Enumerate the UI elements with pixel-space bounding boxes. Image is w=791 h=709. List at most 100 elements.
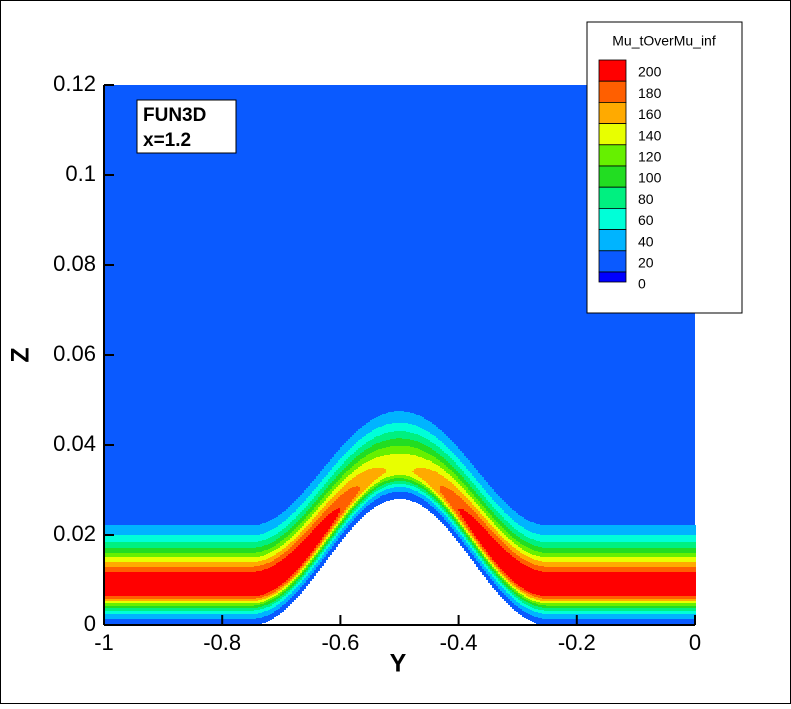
- contour-band: [236, 596, 238, 599]
- contour-band: [314, 479, 316, 489]
- contour-band: [280, 551, 282, 555]
- contour-band: [256, 547, 258, 552]
- contour-band: [384, 481, 386, 484]
- contour-band: [478, 523, 480, 541]
- contour-band: [360, 447, 362, 453]
- contour-band: [402, 446, 404, 454]
- contour-band: [264, 608, 266, 611]
- contour-band: [686, 553, 688, 557]
- contour-band: [470, 515, 472, 530]
- contour-band: [580, 542, 582, 548]
- contour-band: [544, 572, 546, 596]
- contour-band: [194, 542, 196, 548]
- contour-band: [274, 550, 276, 555]
- contour-band: [138, 525, 140, 535]
- contour-band: [532, 569, 534, 594]
- contour-band: [126, 553, 128, 557]
- contour-band: [438, 509, 440, 513]
- contour-band: [284, 552, 286, 558]
- contour-band: [512, 527, 514, 533]
- contour-band: [384, 433, 386, 441]
- contour-band: [376, 483, 378, 486]
- contour-band: [454, 527, 456, 532]
- contour-band: [484, 554, 486, 557]
- contour-band: [592, 542, 594, 548]
- contour-band: [528, 599, 530, 601]
- contour-band: [500, 569, 502, 572]
- contour-band: [226, 572, 228, 596]
- contour-band: [108, 606, 110, 608]
- contour-band: [412, 481, 414, 484]
- contour-band: [182, 608, 184, 611]
- contour-band: [400, 438, 402, 446]
- contour-band: [216, 553, 218, 557]
- contour-band: [224, 599, 226, 601]
- contour-band: [588, 603, 590, 606]
- contour-band: [218, 599, 220, 601]
- contour-band: [170, 562, 172, 567]
- contour-band: [298, 507, 300, 514]
- contour-band: [336, 533, 338, 536]
- contour-band: [498, 496, 500, 506]
- contour-band: [294, 589, 296, 594]
- contour-band: [390, 412, 392, 424]
- contour-band: [620, 611, 622, 614]
- contour-band: [686, 614, 688, 619]
- contour-band: [192, 557, 194, 562]
- contour-band: [606, 599, 608, 601]
- contour-band: [270, 530, 272, 537]
- contour-band: [214, 542, 216, 548]
- contour-band: [558, 548, 560, 553]
- contour-band: [352, 487, 354, 499]
- contour-band: [242, 557, 244, 562]
- contour-band: [128, 553, 130, 557]
- contour-band: [392, 484, 394, 488]
- contour-band: [400, 411, 402, 423]
- contour-band: [206, 601, 208, 603]
- contour-band: [402, 439, 404, 446]
- contour-band: [132, 596, 134, 599]
- contour-band: [256, 542, 258, 547]
- contour-band: [588, 611, 590, 614]
- contour-band: [142, 599, 144, 601]
- contour-band: [492, 538, 494, 560]
- contour-band: [680, 596, 682, 599]
- contour-band: [152, 614, 154, 619]
- contour-band: [192, 548, 194, 553]
- contour-band: [144, 535, 146, 542]
- contour-band: [388, 489, 390, 493]
- contour-band: [572, 525, 574, 535]
- contour-band: [272, 519, 274, 529]
- contour-band: [670, 535, 672, 542]
- contour-band: [636, 611, 638, 614]
- contour-band: [624, 557, 626, 562]
- contour-band: [690, 567, 692, 572]
- contour-band: [264, 564, 266, 569]
- contour-band: [150, 599, 152, 601]
- contour-band: [242, 614, 244, 619]
- contour-band: [684, 603, 686, 606]
- contour-band: [114, 557, 116, 562]
- contour-band: [526, 566, 528, 591]
- contour-band: [392, 432, 394, 439]
- contour-band: [646, 611, 648, 614]
- contour-band: [608, 599, 610, 601]
- contour-band: [360, 466, 362, 473]
- contour-band: [342, 518, 344, 520]
- contour-band: [198, 611, 200, 614]
- contour-band: [562, 525, 564, 535]
- contour-band: [688, 596, 690, 599]
- contour-band: [306, 561, 308, 563]
- contour-band: [630, 596, 632, 599]
- contour-band: [112, 614, 114, 619]
- contour-band: [322, 542, 324, 545]
- contour-band: [302, 530, 304, 535]
- contour-band: [360, 459, 362, 466]
- contour-band: [112, 599, 114, 601]
- contour-band: [240, 614, 242, 619]
- contour-band: [212, 567, 214, 572]
- contour-band: [458, 509, 460, 511]
- contour-band: [678, 601, 680, 603]
- contour-band: [266, 596, 268, 598]
- contour-band: [396, 484, 398, 487]
